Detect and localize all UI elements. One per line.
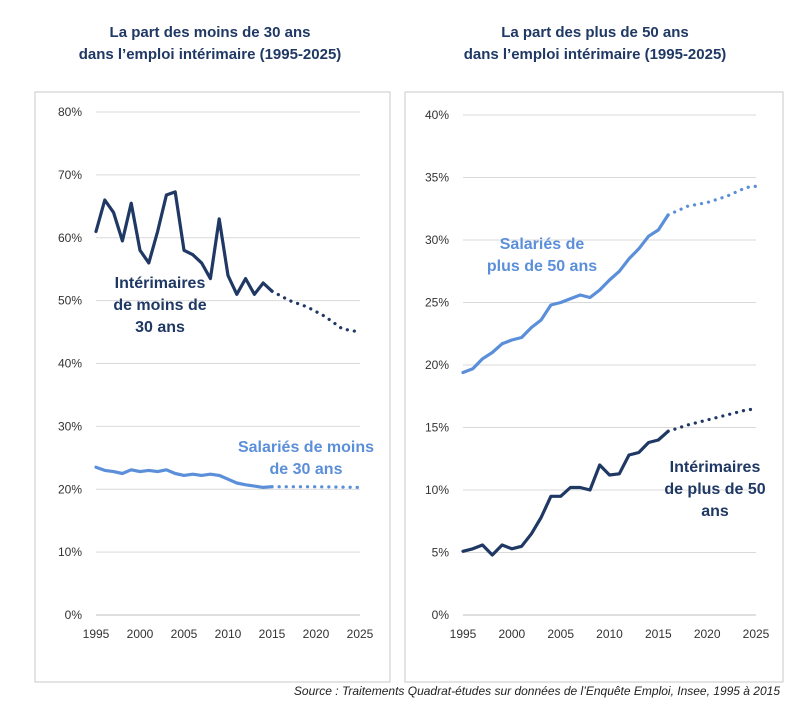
chart-panel-border — [404, 91, 784, 683]
series-line-observed — [461, 429, 670, 557]
y-tick-label: 10% — [58, 545, 82, 559]
series-label: Salariés de plus de 50 ans — [487, 236, 597, 275]
chart-title-line-2: dans l’emploi intérimaire (1995-2025) — [463, 46, 727, 63]
y-tick-label: 40% — [58, 357, 82, 371]
y-tick-label: 0% — [432, 608, 450, 622]
x-tick-label: 2005 — [171, 627, 198, 641]
series-label: Intérimaires de plus de 50 ans — [664, 459, 765, 520]
x-tick-label: 1995 — [83, 627, 110, 641]
series-line-observed — [94, 190, 274, 296]
y-tick-label: 25% — [425, 296, 449, 310]
chart-title-line-1: La part des moins de 30 ans — [109, 24, 311, 41]
x-tick-label: 2010 — [596, 627, 623, 641]
x-tick-label: 2005 — [547, 627, 574, 641]
series-label: Intérimaires de moins de 30 ans — [113, 275, 206, 336]
y-tick-label: 30% — [58, 419, 82, 433]
y-tick-label: 20% — [58, 482, 82, 496]
series-line-projected — [666, 184, 758, 217]
x-tick-label: 2025 — [347, 627, 374, 641]
y-tick-label: 30% — [425, 233, 449, 247]
x-tick-label: 2015 — [645, 627, 672, 641]
series-line-observed — [94, 465, 274, 489]
x-tick-label: 2020 — [303, 627, 330, 641]
x-tick-label: 2015 — [259, 627, 286, 641]
chart-panel-border — [34, 91, 391, 683]
y-tick-label: 50% — [58, 294, 82, 308]
y-tick-label: 40% — [425, 108, 449, 122]
chart-0: 0% 10% 20% 30% 40% 50% 60% 70% 80% 1995 2000 2005 20… — [34, 91, 391, 683]
chart-title-under-30: La part des moins de 30 ans dans l’emplo… — [30, 22, 390, 66]
chart-title-line-1: La part des plus de 50 ans — [501, 24, 689, 41]
series-label: Salariés de moins de 30 ans — [238, 439, 374, 478]
x-tick-label: 2000 — [498, 627, 525, 641]
y-tick-label: 0% — [65, 608, 83, 622]
series-line-projected — [666, 407, 758, 433]
series-line-projected — [270, 289, 362, 334]
chart-1: 0% 5% 10% 15% 20% 25% 30% 35% 40% 1995 2000 2005 201… — [404, 91, 784, 683]
y-tick-label: 80% — [58, 105, 82, 119]
x-tick-label: 2000 — [127, 627, 154, 641]
chart-title-over-50: La part des plus de 50 ans dans l’emploi… — [405, 22, 785, 66]
series-line-observed — [461, 213, 670, 375]
series-line-projected — [270, 485, 362, 489]
x-tick-label: 2020 — [694, 627, 721, 641]
y-tick-label: 20% — [425, 358, 449, 372]
x-tick-label: 1995 — [450, 627, 477, 641]
y-tick-label: 10% — [425, 483, 449, 497]
y-tick-label: 35% — [425, 171, 449, 185]
y-tick-label: 60% — [58, 231, 82, 245]
y-tick-label: 5% — [432, 546, 450, 560]
chart-title-line-2: dans l’emploi intérimaire (1995-2025) — [78, 46, 342, 63]
x-tick-label: 2010 — [215, 627, 242, 641]
x-tick-label: 2025 — [743, 627, 770, 641]
source-note: Source : Traitements Quadrat-études sur … — [293, 684, 780, 698]
y-tick-label: 70% — [58, 168, 82, 182]
y-tick-label: 15% — [425, 421, 449, 435]
